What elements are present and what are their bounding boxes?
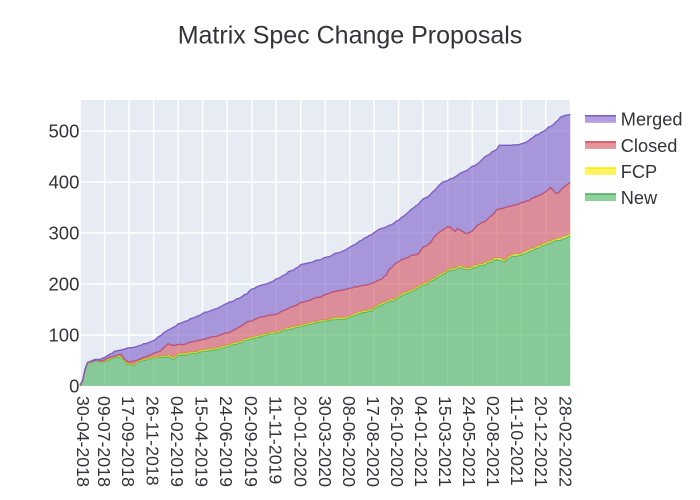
svg-text:02-09-2019: 02-09-2019 xyxy=(241,396,261,487)
svg-text:300: 300 xyxy=(49,222,80,243)
svg-text:04-01-2021: 04-01-2021 xyxy=(411,396,431,487)
svg-text:100: 100 xyxy=(49,324,80,345)
svg-text:04-02-2019: 04-02-2019 xyxy=(167,396,187,487)
svg-text:Closed: Closed xyxy=(621,136,678,156)
svg-text:20-01-2020: 20-01-2020 xyxy=(290,396,310,487)
svg-text:500: 500 xyxy=(49,120,80,141)
svg-text:17-09-2018: 17-09-2018 xyxy=(118,396,138,487)
svg-text:02-08-2021: 02-08-2021 xyxy=(483,396,503,487)
svg-text:400: 400 xyxy=(49,171,80,192)
svg-text:200: 200 xyxy=(49,273,80,294)
svg-text:24-06-2019: 24-06-2019 xyxy=(216,396,236,487)
svg-text:15-04-2019: 15-04-2019 xyxy=(191,396,211,487)
svg-text:30-04-2018: 30-04-2018 xyxy=(73,396,93,487)
svg-text:26-10-2020: 26-10-2020 xyxy=(387,396,407,487)
svg-text:09-07-2018: 09-07-2018 xyxy=(94,396,114,487)
svg-text:11-11-2019: 11-11-2019 xyxy=(266,396,286,484)
svg-text:17-08-2020: 17-08-2020 xyxy=(363,396,383,487)
svg-text:Merged: Merged xyxy=(621,110,683,130)
svg-text:30-03-2020: 30-03-2020 xyxy=(315,396,335,487)
svg-text:FCP: FCP xyxy=(621,162,657,182)
svg-text:11-10-2021: 11-10-2021 xyxy=(507,396,527,486)
svg-text:20-12-2021: 20-12-2021 xyxy=(531,396,551,487)
svg-text:26-11-2018: 26-11-2018 xyxy=(142,396,162,486)
svg-text:New: New xyxy=(621,188,658,208)
svg-text:0: 0 xyxy=(69,375,79,396)
svg-text:15-03-2021: 15-03-2021 xyxy=(435,396,455,487)
svg-text:24-05-2021: 24-05-2021 xyxy=(459,396,479,487)
svg-text:28-02-2022: 28-02-2022 xyxy=(556,396,576,487)
svg-text:08-06-2020: 08-06-2020 xyxy=(339,396,359,487)
svg-text:Matrix Spec Change Proposals: Matrix Spec Change Proposals xyxy=(178,22,523,50)
